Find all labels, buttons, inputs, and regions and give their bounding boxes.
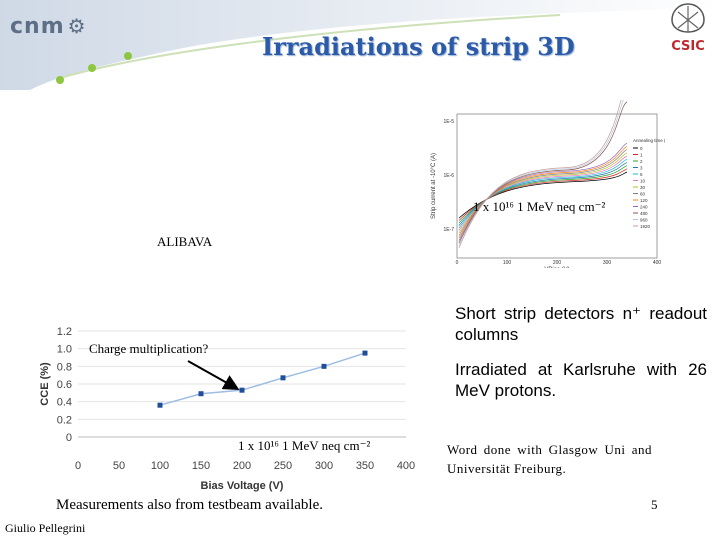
csic-logo: CSIC [662,2,714,62]
leakage-current-figure: 1E-51E-61E-70100200300400VBias (V)Strip … [425,87,677,273]
legend-entry: 30 [640,185,646,190]
leakage-curve [458,87,628,249]
cnm-logo: cnm ⚙ [10,14,87,39]
legend-entry: 3 [640,166,643,171]
csic-emblem-icon [671,3,705,33]
legend-entry: 240 [640,205,648,210]
leakage-chart: 1E-51E-61E-70100200300400VBias (V)Strip … [425,87,677,273]
x-axis-label: VBias (V) [544,267,569,268]
cce-figure: 0 0.2 0.4 0.6 0.8 1.0 1.2 0 50 100 150 200 250 300 350… [30,317,420,492]
fluence-bottom-label: 1 x 10¹⁶ 1 MeV neq cm⁻² [238,438,371,453]
x-tick-label: 100 [151,460,169,472]
charge-multiplication-label: Charge multiplication? [89,341,209,356]
legend-entry: 480 [640,211,648,216]
y-tick-label: 0 [66,432,72,444]
y-axis-label: CCE (%) [39,362,51,406]
header-band [0,0,720,90]
series-line [159,352,366,406]
legend-entry: 120 [640,198,648,203]
x-tick-label: 150 [192,460,210,472]
y-tick-label: 0.2 [57,414,72,426]
legend-entry: 10 [640,179,646,184]
green-dot [124,52,132,60]
data-point [362,350,368,356]
x-tick-label: 100 [503,260,512,266]
y-tick-label: 0.6 [57,379,72,391]
x-tick-label: 200 [233,460,251,472]
x-tick-label: 400 [653,260,662,266]
x-tick-label: 200 [553,260,562,266]
short-strip-text: Short strip detectors n⁺ readout columns [455,303,707,345]
measurements-text: Measurements also from testbeam availabl… [56,497,323,513]
page-number: 5 [651,497,658,512]
data-point [239,387,245,393]
data-point [198,391,204,397]
gear-icon: ⚙ [67,14,87,38]
x-tick-label: 0 [456,260,459,266]
green-dot [88,64,96,72]
page-title: Irradiations of strip 3D [262,32,575,61]
y-tick-label: 1.0 [57,344,72,356]
legend-entry: 5 [640,172,643,177]
y-tick-label: 1E-6 [443,173,454,179]
data-point [280,375,286,381]
fluence-top-label: 1 x 10¹⁶ 1 MeV neq cm⁻² [473,199,606,214]
legend-title: Annealing time (days) [633,138,665,143]
x-tick-label: 50 [113,460,125,472]
y-tick-label: 1E-5 [443,119,454,125]
green-dot [56,76,64,84]
short-strip-text-content: Short strip detectors n⁺ readout columns [455,304,707,344]
x-tick-label: 300 [603,260,612,266]
cce-chart: 0 0.2 0.4 0.6 0.8 1.0 1.2 0 50 100 150 200 250 300 350… [39,326,415,492]
y-tick-label: 0.4 [57,397,72,409]
arrow-icon [187,360,240,390]
legend-entry: 1 [640,153,643,158]
x-tick-label: 300 [315,460,333,472]
legend-entry: 1920 [640,224,651,229]
x-tick-label: 0 [75,460,81,472]
x-tick-label: 250 [274,460,292,472]
work-done-text: Word done with Glasgow Uni and Universit… [447,442,652,476]
y-tick-label: 0.8 [57,361,72,373]
x-tick-label: 350 [356,460,374,472]
author-name: Giulio Pellegrini [5,521,86,535]
legend-entry: 60 [640,192,646,197]
irradiated-text: Irradiated at Karlsruhe with 26 MeV prot… [455,360,707,400]
y-tick-label: 1E-7 [443,227,454,233]
cnm-logo-text: cnm [10,14,65,39]
x-axis-label: Bias Voltage (V) [201,480,284,492]
data-point [157,402,163,408]
data-point [321,363,327,369]
legend-entry: 0 [640,146,643,151]
legend-entry: 960 [640,218,648,223]
y-tick-label: 1.2 [57,326,72,338]
alibava-label: ALIBAVA [157,234,213,249]
y-axis-label: Strip current at -10°C (A) [431,153,437,219]
legend-entry: 2 [640,159,643,164]
x-tick-label: 400 [397,460,415,472]
plot-frame [456,113,658,259]
header-swoosh [0,0,720,90]
csic-label: CSIC [671,39,705,54]
